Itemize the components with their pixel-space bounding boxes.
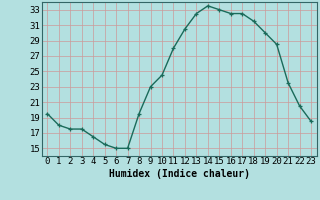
X-axis label: Humidex (Indice chaleur): Humidex (Indice chaleur)	[109, 169, 250, 179]
